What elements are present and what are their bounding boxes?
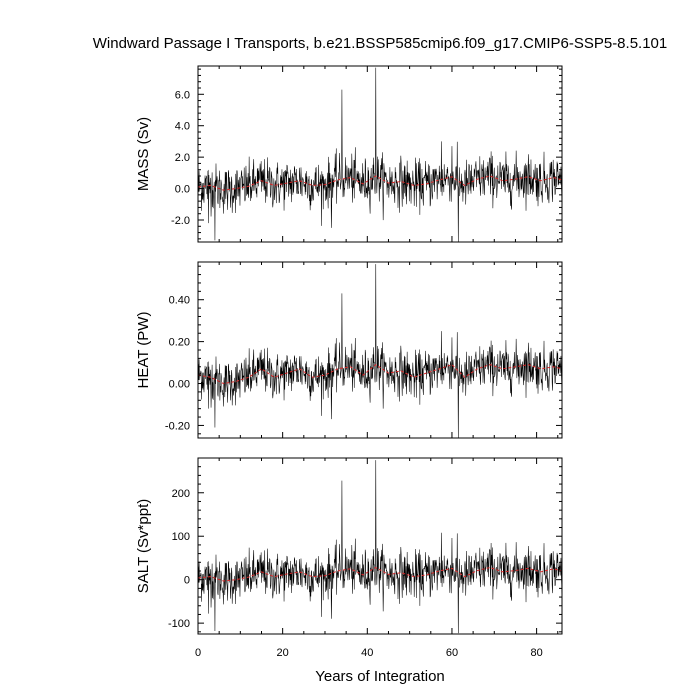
heat-y-tick-label: -0.20 [165, 420, 190, 432]
mass-y-tick-label: 2.0 [175, 152, 190, 164]
x-tick-label: 40 [361, 647, 373, 659]
mass-monthly-series [198, 67, 562, 242]
salt-monthly-series [198, 460, 562, 634]
chart-title: Windward Passage I Transports, b.e21.BSS… [93, 35, 667, 52]
panels: -2.0 0.0 2.0 4.0 6.0 MASS (Sv) -0.20 0.00 0.20 0.… [135, 65, 563, 659]
salt-y-tick-label: 100 [172, 531, 190, 543]
mass-plot-frame [197, 65, 563, 243]
salt-y-axis-label: SALT (Sv*ppt) [135, 499, 152, 593]
mass-y-tick-label: 6.0 [175, 89, 190, 101]
mass-y-tick-label: 0.0 [175, 184, 190, 196]
panel-heat: -0.20 0.00 0.20 0.40 HEAT (PW) [135, 261, 563, 439]
x-tick-label: 0 [195, 647, 201, 659]
x-tick-label: 60 [446, 647, 458, 659]
x-axis-label: Years of Integration [315, 668, 445, 685]
heat-monthly-series [198, 264, 562, 438]
salt-plot-frame [197, 457, 563, 635]
salt-smoothed-series [198, 566, 562, 582]
mass-y-tick-label: -2.0 [171, 215, 190, 227]
panel-salt: -100 0 100 200 SALT (Sv*ppt) 0 20 40 60 80 [135, 457, 563, 659]
salt-y-tick-label: 0 [184, 575, 190, 587]
mass-y-axis-label: MASS (Sv) [135, 117, 152, 191]
salt-y-tick-label: -100 [168, 618, 190, 630]
salt-y-tick-label: 200 [172, 488, 190, 500]
heat-y-tick-label: 0.20 [169, 337, 190, 349]
mass-smoothed-series [198, 175, 562, 191]
heat-y-tick-label: 0.00 [169, 379, 190, 391]
heat-y-axis-label: HEAT (PW) [135, 312, 152, 389]
x-tick-label: 20 [277, 647, 289, 659]
heat-y-tick-label: 0.40 [169, 295, 190, 307]
heat-plot-frame [197, 261, 563, 439]
x-tick-label: 80 [530, 647, 542, 659]
mass-y-tick-label: 4.0 [175, 121, 190, 133]
heat-smoothed-series [198, 364, 562, 385]
panel-mass: -2.0 0.0 2.0 4.0 6.0 MASS (Sv) [135, 65, 563, 243]
